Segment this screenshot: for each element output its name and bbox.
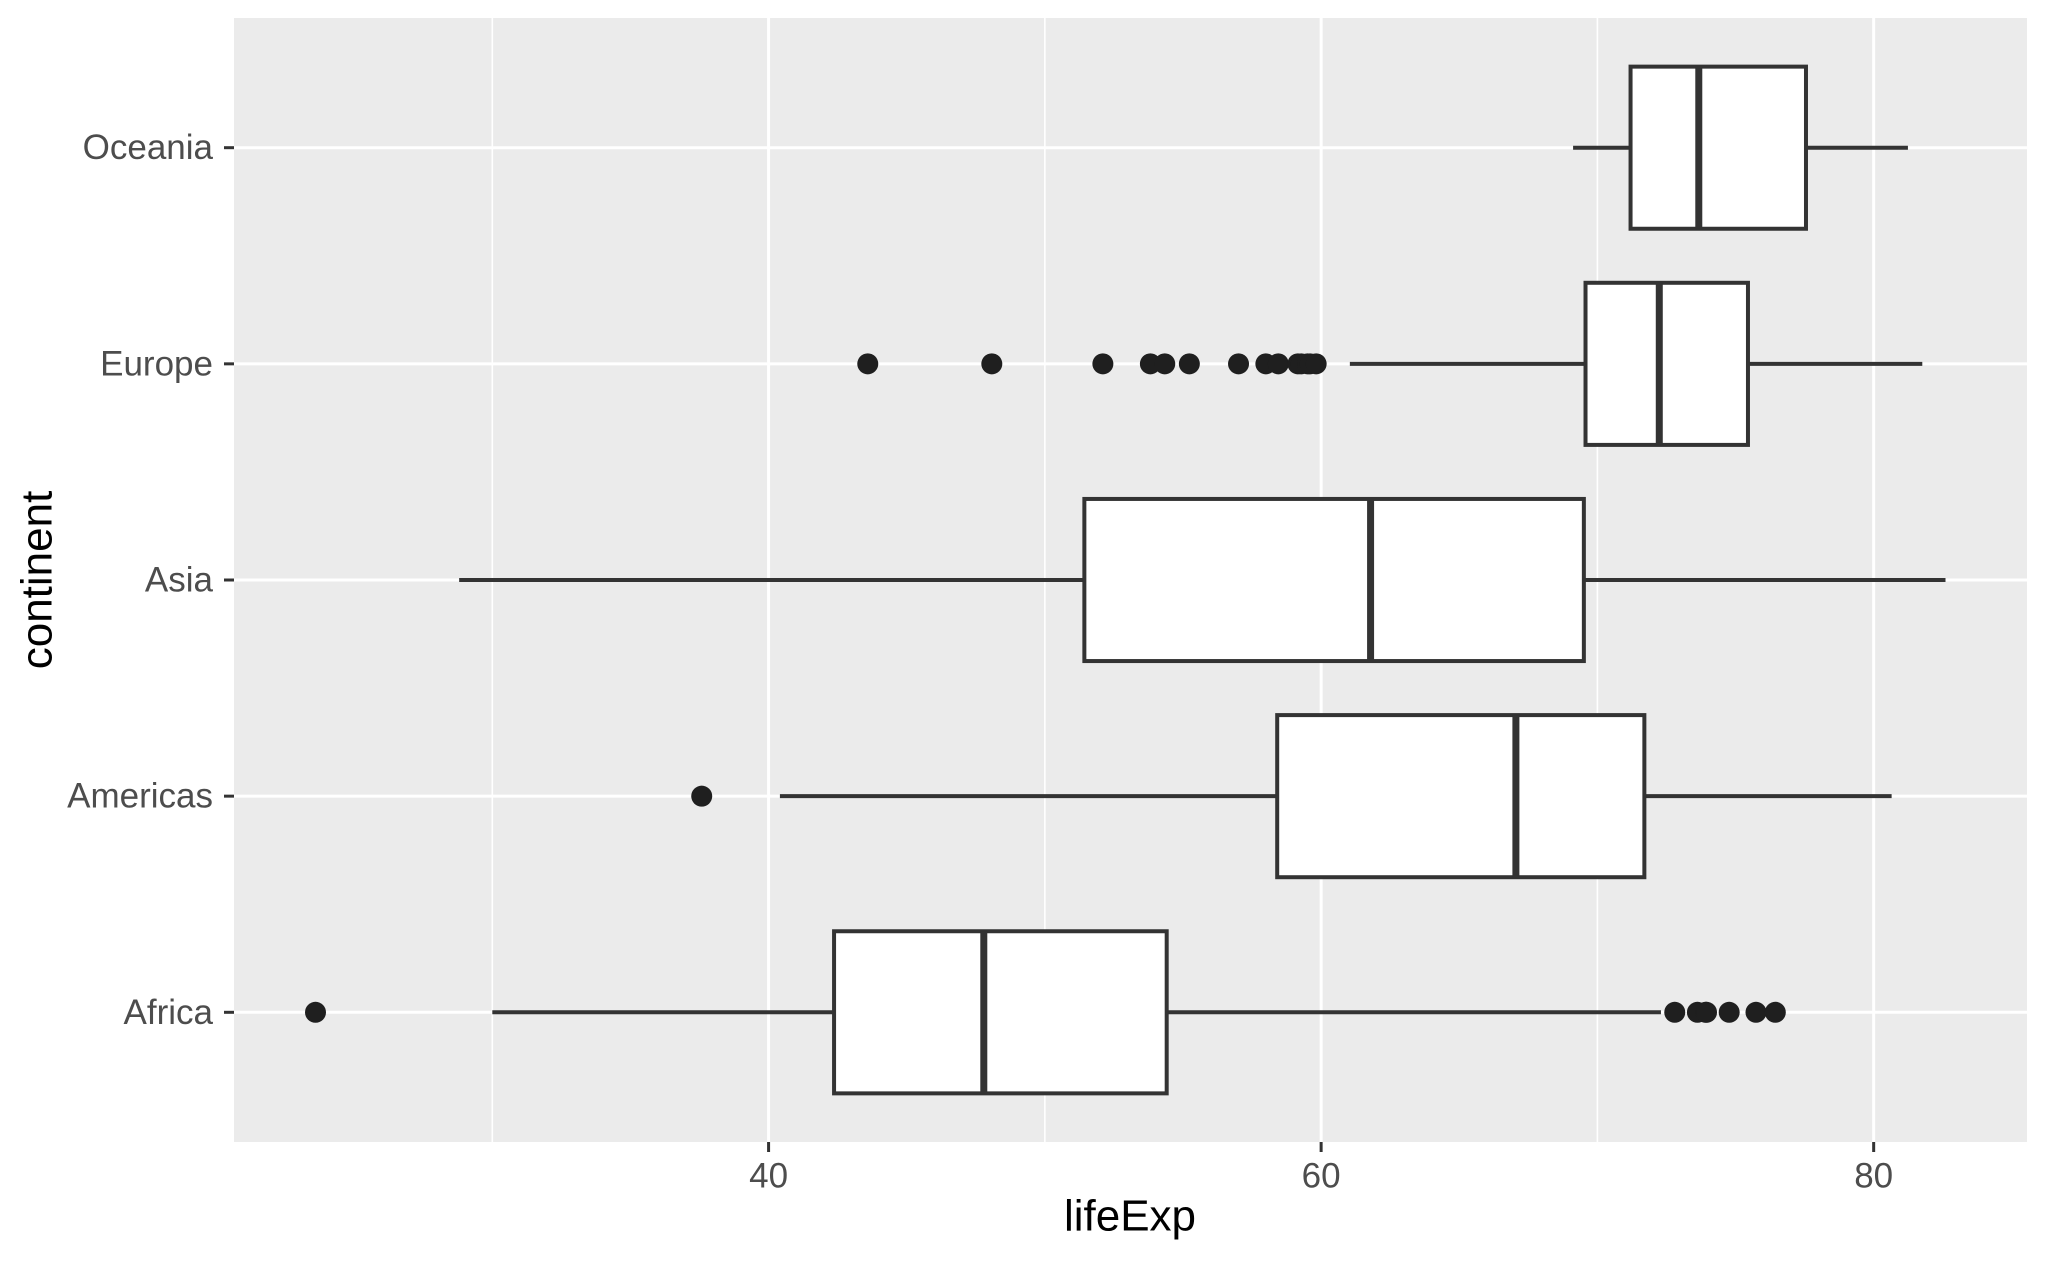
outlier-point (1092, 353, 1114, 375)
y-axis-title: continent (13, 491, 62, 670)
outlier-point (1718, 1001, 1740, 1023)
x-axis-title: lifeExp (1064, 1192, 1196, 1241)
y-axis-tick-marks (224, 146, 234, 1014)
boxplot-europe (857, 280, 1923, 447)
outlier-point (691, 785, 713, 807)
x-tick-label-60: 60 (1302, 1157, 1341, 1196)
outlier-point (1305, 353, 1327, 375)
y-tick-label-oceania: Oceania (83, 128, 214, 167)
outlier-point (1154, 353, 1176, 375)
x-tick-label-80: 80 (1854, 1157, 1893, 1196)
iqr-box (1628, 64, 1808, 231)
outlier-point (1764, 1001, 1786, 1023)
y-tick-label-americas: Americas (67, 777, 213, 816)
y-tick-label-africa: Africa (124, 993, 214, 1032)
iqr-box (1082, 496, 1586, 664)
boxplot-oceania (1573, 64, 1908, 231)
outlier-point (305, 1001, 326, 1023)
iqr-box (1275, 713, 1647, 880)
x-tick-label-40: 40 (749, 1157, 788, 1196)
boxplots (305, 64, 1946, 1096)
x-axis-tick-labels: 40 60 80 (749, 1157, 1893, 1196)
outlier-point (981, 353, 1003, 375)
outlier-point (1745, 1001, 1767, 1023)
iqr-box (1583, 280, 1750, 447)
outlier-point (857, 353, 879, 375)
x-axis-tick-marks (767, 1142, 1876, 1152)
outlier-point (1267, 353, 1289, 375)
boxplot-asia (459, 496, 1946, 664)
y-tick-label-europe: Europe (100, 344, 213, 383)
outlier-point (1664, 1001, 1686, 1023)
outlier-point (1696, 1001, 1718, 1023)
outlier-point (1139, 353, 1161, 375)
y-tick-label-asia: Asia (145, 561, 214, 600)
y-axis-tick-labels: Africa Americas Asia Europe Oceania (67, 128, 213, 1032)
outlier-point (1178, 353, 1200, 375)
boxplot-africa (305, 929, 1786, 1096)
iqr-box (832, 929, 1169, 1096)
outlier-point (1228, 353, 1250, 375)
boxplot-americas (691, 713, 1892, 880)
